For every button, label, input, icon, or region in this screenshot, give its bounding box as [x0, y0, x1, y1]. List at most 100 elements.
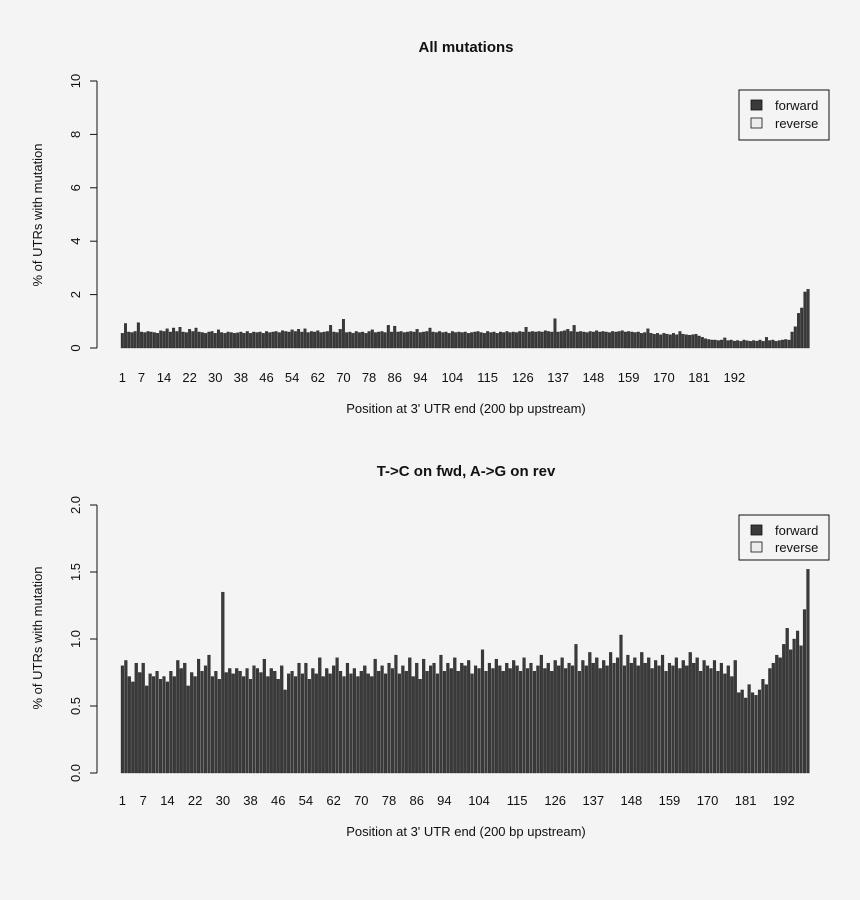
bar-forward [207, 331, 211, 349]
bar-forward [463, 331, 467, 349]
bar-forward [235, 668, 239, 774]
bar-forward [446, 662, 450, 774]
bar-forward [581, 660, 585, 774]
x-tick-label: 159 [659, 793, 681, 808]
bar-forward [418, 679, 422, 774]
bar-forward [352, 668, 356, 774]
bar-forward [716, 340, 720, 349]
bar-forward [800, 307, 804, 349]
bar-forward [536, 665, 540, 774]
bar-forward [281, 330, 285, 349]
bar-forward [335, 332, 339, 349]
bar-forward [120, 333, 124, 349]
bar-forward [745, 340, 749, 349]
x-tick-label: 62 [311, 370, 325, 385]
bar-forward [432, 662, 436, 774]
chart-title: T->C on fwd, A->G on rev [377, 463, 556, 480]
bar-forward [383, 673, 388, 774]
bar-forward [519, 671, 523, 774]
bar-forward [543, 668, 547, 774]
bar-forward [487, 662, 492, 774]
bar-forward [341, 319, 345, 349]
bar-forward [737, 692, 741, 774]
bar-forward [204, 333, 208, 349]
bar-forward [702, 660, 706, 774]
bar-forward [716, 671, 720, 774]
bar-forward [636, 331, 640, 349]
bar-forward [280, 665, 284, 774]
bar-forward [242, 333, 246, 349]
bar-forward [704, 338, 708, 349]
bar-forward [415, 662, 419, 774]
bar-forward [529, 662, 533, 774]
bar-forward [290, 671, 294, 774]
y-tick-label: 1.5 [68, 563, 83, 581]
bar-forward [678, 331, 682, 349]
x-tick-label: 181 [688, 370, 710, 385]
bar-forward [612, 662, 616, 774]
bar-forward [335, 657, 339, 774]
bar-forward [534, 331, 538, 349]
x-tick-label: 14 [160, 793, 174, 808]
legend-box [738, 514, 830, 561]
bar-forward [228, 668, 232, 774]
y-tick-label: 4 [68, 238, 83, 245]
bar-forward [271, 331, 275, 349]
bar-forward [152, 676, 156, 774]
bar-forward [377, 331, 381, 349]
bar-forward [476, 331, 480, 349]
bar-forward [508, 668, 512, 774]
bar-forward [710, 339, 714, 349]
bar-forward [688, 652, 692, 774]
bar-forward [148, 673, 152, 774]
bar-forward [787, 339, 791, 349]
bar-forward [797, 313, 800, 349]
bar-forward [269, 668, 273, 774]
bar-forward [550, 331, 554, 349]
bar-forward [615, 657, 620, 774]
bar-forward [739, 341, 743, 349]
bar-forward [789, 649, 793, 774]
bar-forward [646, 328, 650, 349]
bar-forward [183, 662, 187, 774]
bar-forward [342, 676, 346, 774]
bar-forward [165, 681, 169, 774]
bar-forward [752, 340, 756, 349]
bar-forward [691, 334, 695, 349]
bar-forward [293, 676, 298, 774]
bar-forward [761, 679, 765, 774]
bar-forward [412, 331, 416, 349]
bar-forward [699, 671, 703, 774]
bar-forward [393, 325, 397, 349]
x-tick-label: 54 [299, 793, 313, 808]
x-axis-label: Position at 3' UTR end (200 bp upstream) [346, 401, 586, 416]
bar-forward [231, 673, 235, 774]
bar-forward [774, 341, 778, 349]
bar-forward [564, 668, 568, 774]
y-tick-label: 6 [68, 184, 83, 191]
bar-forward [681, 660, 685, 774]
bar-forward [531, 331, 534, 349]
bar-forward [515, 332, 518, 349]
bar-forward [460, 332, 464, 349]
bar-forward [159, 330, 163, 349]
bar-forward [668, 334, 672, 349]
bar-forward [297, 329, 301, 349]
bar-forward [647, 657, 651, 774]
bar-forward [662, 333, 666, 349]
bar-forward [494, 658, 498, 774]
x-tick-label: 86 [409, 793, 423, 808]
bar-forward [226, 331, 230, 349]
x-tick-label: 86 [387, 370, 401, 385]
bar-forward [630, 331, 634, 349]
x-tick-label: 38 [243, 793, 257, 808]
bar-forward [553, 318, 557, 349]
bar-forward [133, 331, 137, 349]
bar-forward [726, 340, 730, 349]
bar-forward [441, 332, 445, 349]
x-tick-label: 159 [618, 370, 640, 385]
bar-forward [186, 685, 190, 774]
bar-forward [569, 331, 573, 349]
x-tick-label: 94 [413, 370, 427, 385]
